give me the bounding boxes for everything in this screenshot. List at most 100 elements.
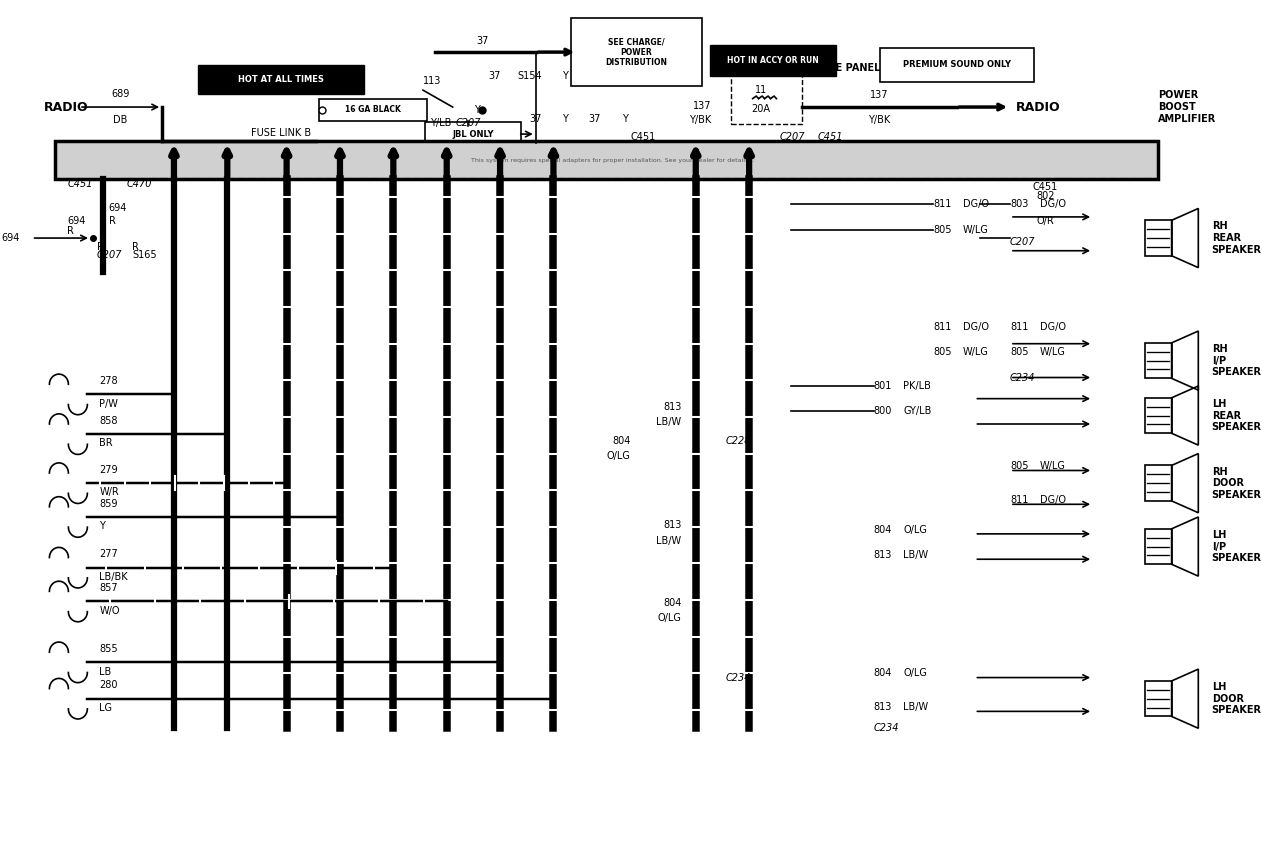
- Text: RH
I/P
SPEAKER: RH I/P SPEAKER: [1212, 344, 1262, 377]
- Text: S154: S154: [517, 70, 543, 81]
- Text: RH
REAR
SPEAKER: RH REAR SPEAKER: [1212, 221, 1262, 254]
- Text: HOT IN ACCY OR RUN: HOT IN ACCY OR RUN: [727, 56, 819, 65]
- FancyBboxPatch shape: [880, 47, 1034, 81]
- Text: 811: 811: [933, 199, 952, 209]
- FancyBboxPatch shape: [711, 45, 835, 75]
- Text: LH
I/P
SPEAKER: LH I/P SPEAKER: [1212, 530, 1262, 563]
- Text: 805: 805: [1010, 461, 1029, 471]
- Text: JBL ONLY: JBL ONLY: [452, 130, 493, 138]
- Text: PK/LB: PK/LB: [904, 381, 931, 391]
- Text: 805: 805: [933, 225, 952, 235]
- Bar: [1145, 220, 1171, 256]
- Text: 813: 813: [663, 521, 681, 531]
- Text: 802: 802: [1036, 191, 1055, 201]
- Text: C207: C207: [780, 132, 805, 142]
- Text: 137: 137: [693, 101, 712, 111]
- Text: 37: 37: [476, 36, 488, 46]
- Text: RH
DOOR
SPEAKER: RH DOOR SPEAKER: [1212, 466, 1262, 499]
- Text: Y: Y: [622, 114, 627, 124]
- Text: C451: C451: [631, 131, 656, 142]
- Bar: [1145, 398, 1171, 433]
- Text: 694: 694: [67, 216, 86, 226]
- Text: 800: 800: [873, 406, 892, 416]
- Text: 804: 804: [873, 668, 892, 678]
- Text: Y/BK: Y/BK: [689, 114, 712, 125]
- Text: C451: C451: [1034, 182, 1059, 192]
- Text: Y: Y: [475, 104, 480, 114]
- Text: 694: 694: [1, 233, 20, 243]
- Text: DG/O: DG/O: [1040, 199, 1065, 209]
- Text: 801: 801: [873, 381, 892, 391]
- Text: R: R: [109, 216, 116, 226]
- Text: Y/LB: Y/LB: [430, 118, 452, 128]
- Text: W/LG: W/LG: [963, 347, 988, 357]
- Text: LB/W: LB/W: [656, 536, 681, 545]
- Text: LH
DOOR
SPEAKER: LH DOOR SPEAKER: [1212, 682, 1262, 716]
- Text: 858: 858: [100, 416, 117, 426]
- Text: DG/O: DG/O: [1040, 495, 1065, 505]
- Text: FUSE PANEL: FUSE PANEL: [814, 64, 881, 73]
- Text: Y: Y: [563, 70, 568, 81]
- Text: 16 GA BLACK: 16 GA BLACK: [346, 105, 401, 114]
- Text: 804: 804: [612, 436, 631, 446]
- Text: 280: 280: [100, 680, 117, 690]
- Text: W/O: W/O: [100, 605, 120, 616]
- Text: W/LG: W/LG: [963, 225, 988, 235]
- Text: O/LG: O/LG: [607, 451, 631, 461]
- Text: O/R: O/R: [1037, 216, 1055, 226]
- Text: POWER
BOOST
AMPLIFIER: POWER BOOST AMPLIFIER: [1159, 90, 1217, 125]
- Text: C451: C451: [67, 179, 92, 189]
- Text: C451: C451: [818, 132, 843, 142]
- Text: C234: C234: [1010, 372, 1036, 382]
- Text: R: R: [67, 226, 74, 237]
- Text: LB/W: LB/W: [904, 702, 929, 712]
- FancyBboxPatch shape: [572, 19, 702, 86]
- Text: 694: 694: [109, 204, 127, 214]
- Text: 137: 137: [871, 90, 888, 100]
- Text: W/LG: W/LG: [1040, 461, 1065, 471]
- Text: Y: Y: [563, 114, 568, 124]
- Text: C207: C207: [456, 118, 481, 128]
- Text: HOT AT ALL TIMES: HOT AT ALL TIMES: [237, 75, 323, 84]
- Text: LB: LB: [100, 667, 111, 677]
- Text: LB/BK: LB/BK: [100, 572, 127, 582]
- Text: 37: 37: [530, 114, 541, 124]
- Text: 855: 855: [100, 644, 117, 654]
- Text: 859: 859: [100, 499, 117, 509]
- Bar: [1145, 466, 1171, 501]
- Text: C207: C207: [1010, 237, 1036, 248]
- Text: LB/W: LB/W: [656, 417, 681, 427]
- Bar: [732, 73, 803, 124]
- Bar: [1145, 681, 1171, 717]
- Text: O/LG: O/LG: [658, 613, 681, 623]
- Text: 813: 813: [873, 702, 892, 712]
- Text: O/LG: O/LG: [904, 668, 928, 678]
- Text: DG/O: DG/O: [1040, 321, 1065, 332]
- Text: 279: 279: [100, 465, 117, 475]
- Text: FUSE LINK B: FUSE LINK B: [251, 128, 310, 138]
- Text: This system requires special adapters for proper installation. See your dealer f: This system requires special adapters fo…: [471, 158, 755, 163]
- Text: 20A: 20A: [751, 103, 771, 114]
- Text: 805: 805: [933, 347, 952, 357]
- Text: 278: 278: [100, 376, 117, 386]
- Text: BR: BR: [100, 438, 112, 449]
- Text: DG/O: DG/O: [963, 321, 988, 332]
- FancyBboxPatch shape: [198, 64, 363, 94]
- Text: C228: C228: [726, 436, 751, 446]
- Text: 804: 804: [873, 525, 892, 534]
- Text: 113: 113: [423, 76, 442, 86]
- Text: W/LG: W/LG: [1040, 347, 1065, 357]
- Text: P/W: P/W: [100, 399, 119, 409]
- Text: 689: 689: [111, 88, 130, 98]
- Text: S165: S165: [133, 250, 156, 259]
- Text: 813: 813: [873, 550, 892, 560]
- Bar: [56, 141, 1159, 179]
- Text: W/R: W/R: [100, 488, 119, 498]
- Text: LG: LG: [100, 703, 112, 713]
- Bar: [1145, 529, 1171, 564]
- Text: 811: 811: [1010, 321, 1029, 332]
- Text: 277: 277: [100, 550, 117, 559]
- FancyBboxPatch shape: [318, 98, 427, 120]
- Text: C207: C207: [97, 250, 122, 259]
- Text: 811: 811: [933, 321, 952, 332]
